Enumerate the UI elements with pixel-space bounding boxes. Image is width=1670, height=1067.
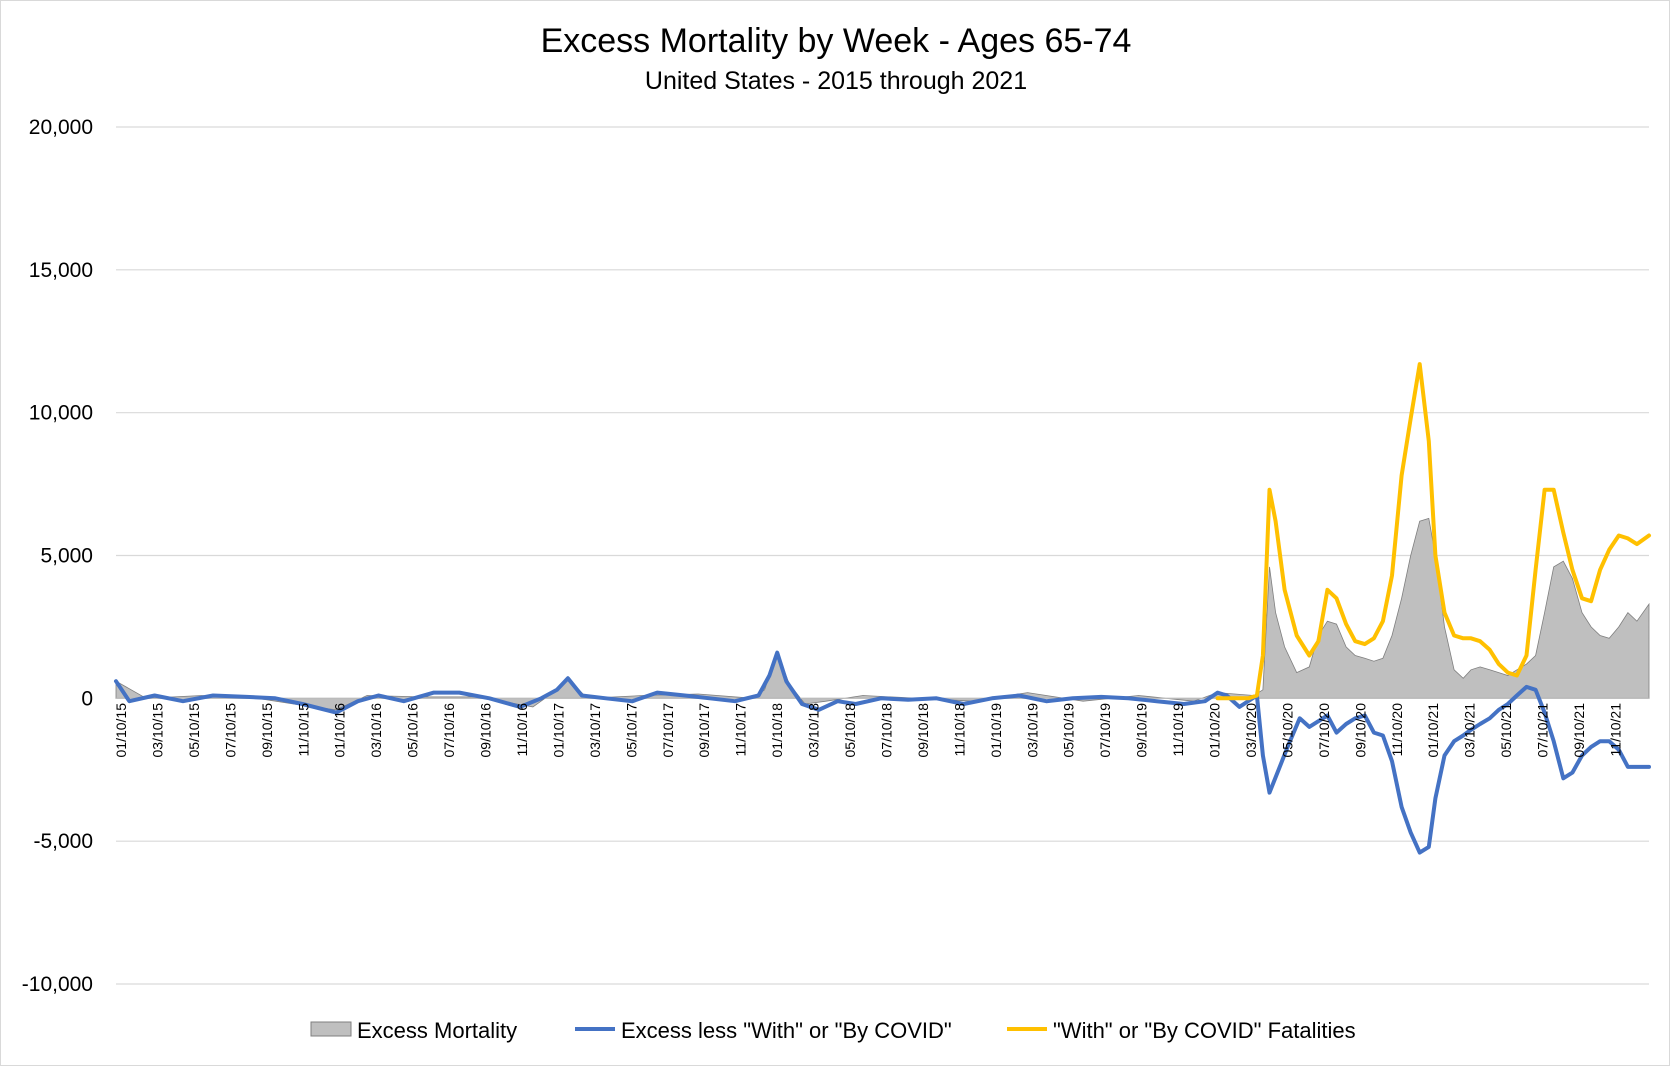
y-axis-tick-labels: -10,000 -5,000 0 5,000 10,000 15,000 20,000	[22, 116, 93, 996]
x-tick-label: 03/10/18	[806, 703, 822, 758]
x-tick-label: 03/10/17	[587, 703, 603, 758]
y-tick-label: 15,000	[29, 259, 93, 282]
x-tick-label: 07/10/21	[1535, 703, 1551, 758]
x-tick-label: 11/10/15	[295, 703, 311, 757]
x-tick-label: 07/10/17	[660, 703, 676, 758]
x-tick-label: 11/10/16	[514, 703, 530, 757]
legend-label-excess-mortality: Excess Mortality	[357, 1018, 517, 1043]
x-tick-label: 01/10/15	[113, 703, 129, 758]
x-tick-label: 07/10/15	[222, 703, 238, 758]
x-tick-label: 07/10/19	[1097, 703, 1113, 758]
x-tick-label: 01/10/19	[988, 703, 1004, 758]
x-tick-label: 05/10/15	[186, 703, 202, 758]
x-tick-label: 09/10/15	[259, 703, 275, 758]
x-tick-label: 09/10/18	[915, 703, 931, 758]
legend-label-covid-fatalities: "With" or "By COVID" Fatalities	[1053, 1018, 1356, 1043]
x-tick-label: 11/10/18	[951, 703, 967, 757]
x-tick-label: 01/10/17	[550, 703, 566, 758]
chart-title: Excess Mortality by Week - Ages 65-74	[541, 22, 1132, 60]
chart-subtitle: United States - 2015 through 2021	[645, 67, 1027, 95]
line-layer	[114, 362, 1651, 855]
x-tick-label: 05/10/20	[1279, 703, 1295, 758]
x-tick-label: 09/10/16	[478, 703, 494, 758]
x-tick-label: 01/10/21	[1425, 703, 1441, 758]
x-tick-label: 05/10/16	[405, 703, 421, 758]
x-tick-label: 05/10/18	[842, 703, 858, 758]
x-axis-tick-labels: 01/10/15 03/10/15 05/10/15 07/10/15 09/10/15…	[113, 703, 1624, 758]
y-tick-label: -5,000	[33, 830, 93, 853]
gridlines	[116, 126, 1649, 985]
x-tick-label: 03/10/16	[368, 703, 384, 758]
x-tick-label: 05/10/17	[623, 703, 639, 758]
legend: Excess Mortality Excess less "With" or "B…	[310, 1018, 1356, 1043]
y-tick-label: 5,000	[40, 545, 93, 568]
x-tick-label: 11/10/20	[1389, 703, 1405, 757]
x-tick-label: 07/10/18	[879, 703, 895, 758]
x-tick-label: 05/10/21	[1498, 703, 1514, 758]
x-tick-label: 01/10/18	[769, 703, 785, 758]
legend-swatch-excess-mortality	[310, 1021, 352, 1037]
legend-label-excess-less-covid: Excess less "With" or "By COVID"	[621, 1018, 952, 1043]
x-tick-label: 11/10/21	[1608, 703, 1624, 757]
x-tick-label: 09/10/17	[696, 703, 712, 758]
y-tick-label: 0	[81, 687, 93, 710]
x-tick-label: 11/10/17	[733, 703, 749, 757]
series-line-excess-less-covid	[114, 650, 1651, 855]
y-tick-label: 20,000	[29, 116, 93, 139]
x-tick-label: 01/10/16	[332, 703, 348, 758]
x-tick-label: 07/10/20	[1316, 703, 1332, 758]
x-tick-label: 11/10/19	[1170, 703, 1186, 757]
series-line-covid-fatalities	[1215, 362, 1651, 701]
x-tick-label: 07/10/16	[441, 703, 457, 758]
x-tick-label: 09/10/20	[1352, 703, 1368, 758]
x-tick-label: 05/10/19	[1061, 703, 1077, 758]
x-tick-label: 03/10/20	[1243, 703, 1259, 758]
x-tick-label: 03/10/21	[1462, 703, 1478, 758]
x-tick-label: 03/10/19	[1024, 703, 1040, 758]
y-tick-label: 10,000	[29, 402, 93, 425]
x-tick-label: 09/10/21	[1571, 703, 1587, 758]
y-tick-label: -10,000	[22, 973, 93, 996]
series-area-excess-mortality	[115, 517, 1650, 711]
x-tick-label: 01/10/20	[1207, 703, 1223, 758]
x-tick-label: 03/10/15	[149, 703, 165, 758]
x-tick-label: 09/10/19	[1134, 703, 1150, 758]
area-layer	[115, 517, 1650, 711]
